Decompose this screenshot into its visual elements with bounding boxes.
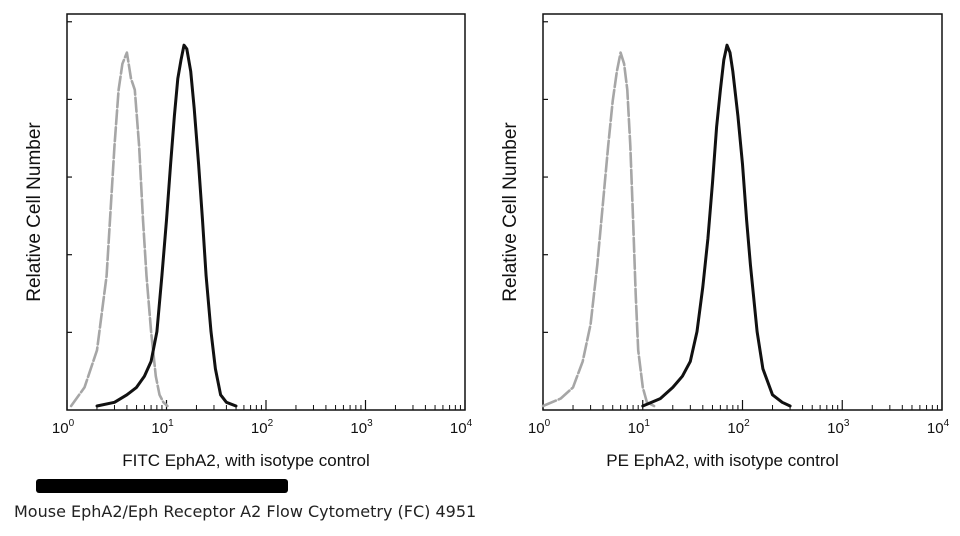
x-axis-title: PE EphA2, with isotype control: [606, 451, 838, 470]
flow-cytometry-figure: 100 101 102 103 104 FITC EphA2, with isotype …: [24, 13, 950, 470]
x-tick-label: 101: [151, 418, 174, 437]
figure-caption: Mouse EphA2/Eph Receptor A2 Flow Cytomet…: [14, 502, 477, 521]
x-tick-label: 100: [528, 418, 551, 437]
x-tick-label: 102: [251, 418, 274, 437]
isotype-control-histogram: [69, 51, 169, 408]
plot-frame: [66, 13, 466, 411]
x-tick-label: 102: [727, 418, 750, 437]
x-tick-label: 100: [52, 418, 75, 437]
y-axis-title: Relative Cell Number: [24, 122, 45, 302]
chart-panel-2: 100 101 102 103 104 PE EphA2, with isotype co…: [500, 13, 950, 470]
x-tick-label: 104: [927, 418, 950, 437]
redacted-copyright-bar: [36, 479, 288, 493]
x-tick-label: 104: [450, 418, 473, 437]
x-axis-title: FITC EphA2, with isotype control: [122, 451, 370, 470]
x-tick-label: 103: [350, 418, 373, 437]
x-tick-label: 101: [628, 418, 651, 437]
y-axis-title: Relative Cell Number: [500, 122, 521, 302]
epha2-histogram: [95, 43, 238, 408]
isotype-control-histogram: [541, 51, 656, 408]
x-tick-label: 103: [827, 418, 850, 437]
chart-panel-1: 100 101 102 103 104 FITC EphA2, with isotype …: [24, 13, 473, 470]
epha2-histogram: [641, 43, 792, 408]
